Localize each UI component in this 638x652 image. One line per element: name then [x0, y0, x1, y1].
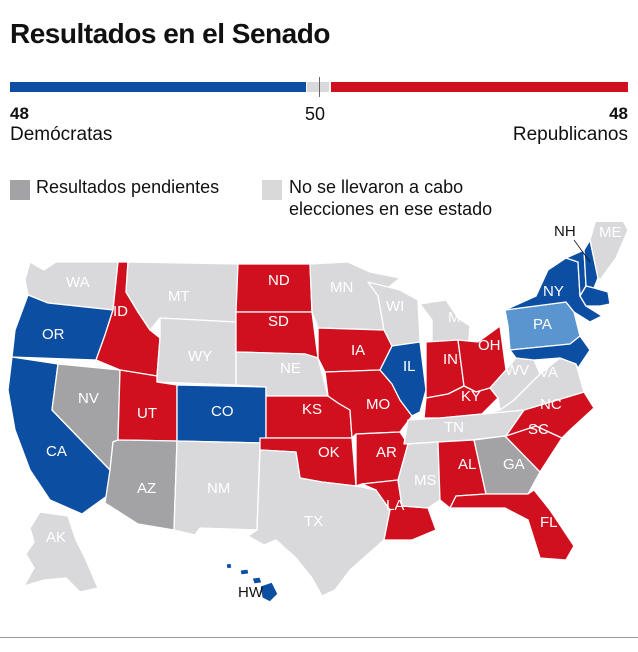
- hw-leader-line: [228, 571, 240, 584]
- state-TX: [247, 449, 391, 597]
- label-SC: SC: [528, 421, 549, 438]
- dem-label: Demócratas: [10, 124, 113, 145]
- label-WY: WY: [188, 348, 212, 365]
- label-NY: NY: [543, 283, 564, 300]
- rep-seat-bar: [331, 82, 628, 92]
- label-CA: CA: [46, 443, 67, 460]
- dem-seat-count: 48: [10, 104, 29, 123]
- state-HW-2: [239, 568, 250, 576]
- label-SD: SD: [268, 313, 289, 330]
- majority-label: 50: [305, 104, 326, 124]
- state-WV: [489, 357, 541, 411]
- legend-label-no-election-line2: elecciones en ese estado: [289, 199, 493, 219]
- legend-swatch-no-election: [262, 180, 282, 200]
- label-ME: ME: [599, 224, 622, 241]
- us-senate-map: WA OR CA NV ID MT WY UT CO AZ NM ND SD N…: [7, 222, 629, 603]
- state-AK: [23, 511, 99, 593]
- label-CO: CO: [211, 403, 234, 420]
- label-IA: IA: [351, 342, 365, 359]
- label-MN: MN: [330, 279, 353, 296]
- dem-seat-bar: [10, 82, 306, 92]
- label-MT: MT: [168, 288, 190, 305]
- label-HW: HW: [238, 584, 264, 601]
- pending-seat-bar: [307, 82, 329, 92]
- legend-swatch-pending: [10, 180, 30, 200]
- label-PA: PA: [533, 316, 552, 333]
- label-MI: MI: [448, 309, 465, 326]
- label-NE: NE: [280, 360, 301, 377]
- page-title: Resultados en el Senado: [10, 18, 330, 49]
- state-MA-CT-RI: [579, 285, 611, 307]
- label-KS: KS: [302, 401, 322, 418]
- state-IL: [379, 341, 427, 417]
- label-MO: MO: [366, 396, 390, 413]
- label-TN: TN: [444, 419, 464, 436]
- label-NC: NC: [540, 396, 562, 413]
- label-IN: IN: [443, 351, 458, 368]
- majority-line: [319, 77, 320, 97]
- label-OR: OR: [42, 326, 65, 343]
- label-FL: FL: [540, 514, 558, 531]
- rep-label: Republicanos: [512, 124, 628, 145]
- label-WI: WI: [386, 298, 404, 315]
- state-ME: [589, 222, 629, 281]
- label-AZ: AZ: [137, 480, 156, 497]
- label-NV: NV: [78, 390, 99, 407]
- legend-label-no-election-line1: No se llevaron a cabo: [289, 177, 464, 197]
- senate-seat-bar: [10, 77, 628, 97]
- label-WA: WA: [66, 274, 90, 291]
- label-VA: VA: [539, 364, 558, 381]
- label-NM: NM: [207, 480, 230, 497]
- label-LA: LA: [386, 497, 404, 514]
- state-HW-1: [225, 562, 233, 570]
- label-OH: OH: [478, 337, 501, 354]
- label-NH: NH: [554, 223, 576, 240]
- label-AR: AR: [376, 444, 397, 461]
- label-TX: TX: [304, 513, 323, 530]
- state-labels: WA OR CA NV ID MT WY UT CO AZ NM ND SD N…: [42, 223, 622, 601]
- label-AK: AK: [46, 529, 66, 546]
- state-NJ-MD-DE: [509, 335, 591, 369]
- state-NH: [583, 239, 599, 289]
- label-GA: GA: [503, 456, 525, 473]
- label-IL: IL: [403, 358, 416, 375]
- state-FL: [449, 489, 575, 561]
- state-HW-3: [251, 576, 263, 585]
- label-MS: MS: [414, 472, 437, 489]
- state-HW-4: [259, 581, 279, 603]
- label-UT: UT: [137, 405, 157, 422]
- rep-seat-count: 48: [609, 104, 628, 123]
- legend-label-pending: Resultados pendientes: [36, 177, 220, 197]
- label-OK: OK: [318, 444, 340, 461]
- label-WV: WV: [505, 362, 529, 379]
- nh-leader-line: [573, 239, 591, 263]
- label-ND: ND: [268, 272, 290, 289]
- label-AL: AL: [458, 456, 476, 473]
- label-KY: KY: [461, 388, 481, 405]
- footer-divider: [0, 637, 638, 638]
- state-GA: [473, 435, 541, 495]
- label-ID: ID: [113, 303, 128, 320]
